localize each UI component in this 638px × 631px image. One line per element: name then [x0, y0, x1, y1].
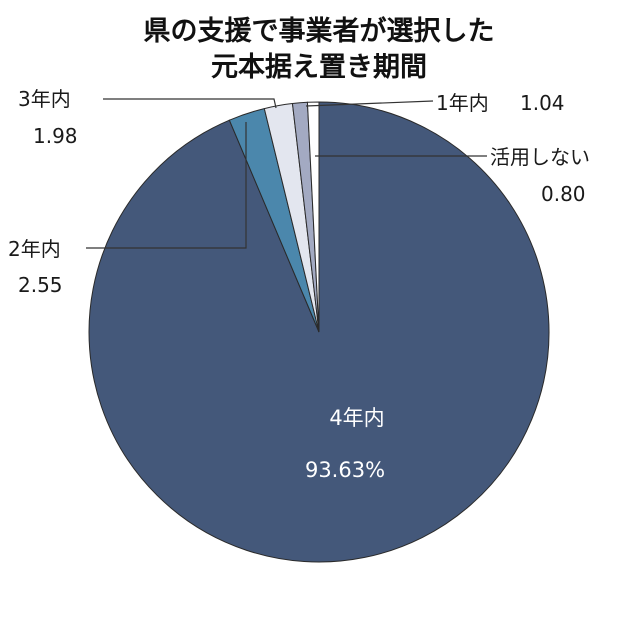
- chart-title-line-1: 県の支援で事業者が選択した: [144, 15, 495, 47]
- leader-1nen: [305, 100, 434, 107]
- leader-2nen: [86, 122, 247, 249]
- label-katsuyou-name: 活用しない: [490, 145, 590, 169]
- leader-3nen: [103, 98, 277, 109]
- pie-slices: [88, 101, 550, 563]
- label-4nen-value: 93.63%: [305, 458, 385, 482]
- pie-slice-4: [306, 101, 320, 333]
- label-katsuyou-value: 0.80: [541, 182, 586, 206]
- label-3nen-value: 1.98: [33, 124, 78, 148]
- leader-lines: [86, 98, 487, 249]
- slice-labels: 3年内 1.98 2年内 2.55 1年内 1.04 活用しない 0.80 4年…: [8, 87, 590, 482]
- label-3nen-name: 3年内: [18, 87, 71, 111]
- chart-title-line-2: 元本据え置き期間: [211, 52, 427, 83]
- chart-title: 県の支援で事業者が選択した 元本据え置き期間: [144, 15, 495, 83]
- label-1nen-value: 1.04: [520, 91, 565, 115]
- label-1nen-name: 1年内: [436, 91, 489, 115]
- label-2nen-name: 2年内: [8, 237, 61, 261]
- label-2nen-value: 2.55: [18, 273, 63, 297]
- label-4nen-name: 4年内: [329, 406, 384, 430]
